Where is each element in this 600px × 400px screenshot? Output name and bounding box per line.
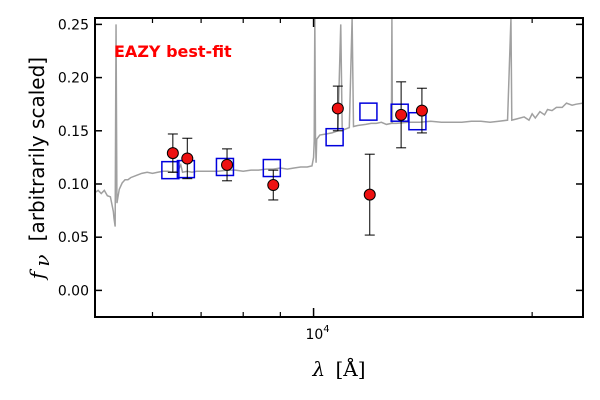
y-tick-label: 0.15 bbox=[58, 124, 89, 140]
plot-frame bbox=[94, 17, 584, 318]
observed-point bbox=[415, 104, 428, 117]
observed-point bbox=[395, 108, 408, 121]
x-axis-symbol: λ bbox=[311, 357, 325, 381]
observed-point bbox=[363, 188, 376, 201]
observed-point bbox=[181, 152, 194, 165]
y-tick-label: 0.10 bbox=[58, 177, 89, 193]
model-photometry-point bbox=[215, 157, 235, 177]
y-tick-label: 0.25 bbox=[58, 17, 89, 33]
model-photometry-point bbox=[161, 160, 180, 180]
axis-ticks bbox=[94, 17, 584, 318]
y-axis-symbol: f bbox=[25, 268, 49, 281]
model-photometry-point bbox=[262, 158, 282, 178]
observed-point bbox=[221, 158, 234, 171]
y-axis-subscript: ν bbox=[30, 254, 54, 266]
y-axis-text: [arbitrarily scaled] bbox=[25, 57, 49, 241]
observed-point bbox=[166, 147, 179, 160]
model-photometry-point bbox=[325, 127, 344, 147]
y-tick-label: 0.00 bbox=[58, 283, 89, 299]
y-tick-label: 0.05 bbox=[58, 230, 89, 246]
axis-labels: 0.00 0.05 0.10 0.15 0.20 0.25 104 bbox=[58, 17, 330, 343]
x-axis-unit: [Å] bbox=[335, 356, 365, 381]
y-axis-label: f ν [arbitrarily scaled] bbox=[25, 57, 54, 281]
observed-point bbox=[331, 102, 344, 115]
sed-line bbox=[95, 18, 583, 227]
x-tick-label: 104 bbox=[305, 324, 329, 343]
x-tick-label-base: 10 bbox=[305, 327, 323, 343]
x-tick-label-exponent: 4 bbox=[323, 324, 329, 335]
y-tick-label: 0.20 bbox=[58, 71, 89, 87]
annotation-eazy-best-fit: EAZY best-fit bbox=[114, 42, 232, 61]
plot-area bbox=[95, 18, 583, 236]
model-photometry-point bbox=[359, 102, 378, 121]
x-axis-label: λ [Å] bbox=[311, 356, 365, 381]
observed-point bbox=[267, 179, 280, 192]
